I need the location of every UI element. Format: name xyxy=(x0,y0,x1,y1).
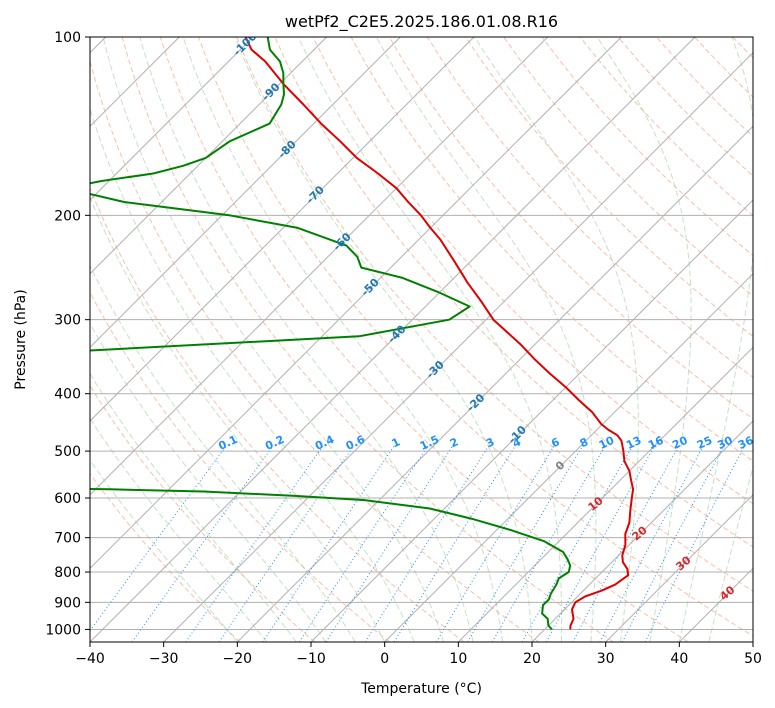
isotherm-line xyxy=(90,37,328,275)
y-tick-label: 200 xyxy=(54,208,81,224)
mixing-ratio-label: 30 xyxy=(715,434,735,452)
y-tick-label: 800 xyxy=(54,565,81,581)
x-tick-label: −30 xyxy=(149,651,179,667)
dry-adiabat-line xyxy=(236,37,753,592)
mixing-ratio-label: 20 xyxy=(670,434,690,452)
isotherm-line xyxy=(90,37,622,570)
x-tick-label: −40 xyxy=(75,651,105,667)
isotherm-line xyxy=(457,346,753,642)
mixing-ratio-line xyxy=(90,445,227,632)
dry-adiabat-line xyxy=(159,37,689,642)
dewpoint-trace xyxy=(90,37,572,631)
mixing-ratio-line xyxy=(521,445,633,642)
mixing-ratio-label: 10 xyxy=(597,434,617,452)
moist-adiabat-line xyxy=(90,459,238,642)
mixing-ratio-line xyxy=(262,445,395,642)
y-tick-label: 700 xyxy=(54,531,81,547)
mixing-ratio-label: 25 xyxy=(695,434,714,452)
mixing-ratio-lines xyxy=(90,445,746,642)
dry-adiabat-line xyxy=(274,37,753,548)
mixing-ratio-line xyxy=(218,445,355,642)
moist-adiabat-line xyxy=(90,417,268,642)
mixing-ratio-line xyxy=(131,445,274,642)
mixing-ratio-label: 36 xyxy=(736,434,756,452)
moist-adiabat-line xyxy=(90,264,356,642)
y-tick-label: 500 xyxy=(54,444,81,460)
x-axis-label: Temperature (°C) xyxy=(360,681,482,697)
x-tick-label: 30 xyxy=(597,651,615,667)
dry-adiabat-line xyxy=(503,37,753,297)
isotherm-line xyxy=(236,125,753,642)
mixing-ratio-line xyxy=(491,445,606,642)
y-axis-label: Pressure (hPa) xyxy=(13,289,29,389)
y-tick-label: 400 xyxy=(54,387,81,403)
isotherm-line xyxy=(605,493,753,642)
moist-adiabat-line xyxy=(90,196,386,642)
moist-adiabat-line xyxy=(375,37,597,642)
mixing-ratio-line xyxy=(467,445,584,642)
isotherm-line xyxy=(163,51,753,642)
moist-adiabat-line xyxy=(139,37,474,642)
isotherm-line xyxy=(531,420,753,642)
moist-adiabat-line xyxy=(182,37,503,642)
moist-adiabat-line xyxy=(102,37,445,642)
dry-adiabat-line xyxy=(350,37,753,462)
moist-adiabat-line xyxy=(596,37,692,642)
mixing-ratio-line xyxy=(393,445,516,642)
mixing-ratio-label: 16 xyxy=(646,434,666,452)
y-tick-label: 600 xyxy=(54,491,81,507)
plot-frame xyxy=(89,36,754,643)
dry-adiabat-line xyxy=(90,59,540,642)
sounding-traces xyxy=(90,37,635,631)
dry-adiabat-line xyxy=(426,37,753,378)
pressure-gridlines xyxy=(90,37,753,630)
isotherm-line xyxy=(90,37,254,201)
moist-adiabat-line xyxy=(678,37,753,642)
isotherm-line xyxy=(90,37,549,496)
x-tick-label: 10 xyxy=(449,651,467,667)
dry-adiabat-line xyxy=(198,37,753,637)
y-tick-label: 100 xyxy=(54,30,81,46)
isotherm-line xyxy=(90,37,401,349)
x-tick-label: −10 xyxy=(296,651,326,667)
temperature-trace xyxy=(244,37,635,630)
isotherm-line xyxy=(90,37,475,422)
y-tick-label: 900 xyxy=(54,595,81,611)
dry-adiabat-line xyxy=(90,291,390,642)
mixing-ratio-line xyxy=(572,445,680,642)
x-tick-label: 20 xyxy=(523,651,541,667)
y-axis-ticks: 100 200 300 400 500 600 700 800 900 1000 xyxy=(45,30,90,638)
y-tick-label: 1000 xyxy=(45,622,81,638)
chart-title: wetPf2_C2E5.2025.186.01.08.R16 xyxy=(285,12,558,32)
x-tick-label: 50 xyxy=(744,651,762,667)
moist-adiabat-line xyxy=(90,107,415,642)
mixing-ratio-line xyxy=(298,445,429,642)
moist-adiabat-line xyxy=(90,322,327,642)
mixing-ratio-label: 13 xyxy=(624,434,643,452)
dry-adiabat-line xyxy=(90,472,241,642)
plot-area: -100-90-80-70-60-50-40-30-20-1000.1 0.2 0.… xyxy=(90,37,756,642)
mixing-ratio-line xyxy=(325,445,454,642)
dry-adiabat-line xyxy=(90,186,465,642)
moist-adiabat-line xyxy=(297,37,563,642)
mixing-ratio-line xyxy=(545,445,656,642)
mixing-ratio-line xyxy=(364,445,490,642)
isotherm-lines xyxy=(90,37,753,642)
y-tick-label: 300 xyxy=(54,313,81,329)
dry-adiabat-line xyxy=(121,37,614,642)
x-tick-label: 0 xyxy=(380,651,389,667)
x-tick-label: 40 xyxy=(670,651,688,667)
moist-adiabat-line xyxy=(474,37,639,642)
moist-adiabat-line xyxy=(90,372,297,642)
isotherm-line xyxy=(310,199,753,642)
x-tick-label: −20 xyxy=(223,651,253,667)
x-axis-ticks: −40 −30 −20 −10 0 10 20 30 40 50 xyxy=(75,642,762,667)
isotherm-line xyxy=(90,37,696,642)
isotherm-line xyxy=(384,272,753,642)
dry-adiabat-line xyxy=(90,384,316,642)
